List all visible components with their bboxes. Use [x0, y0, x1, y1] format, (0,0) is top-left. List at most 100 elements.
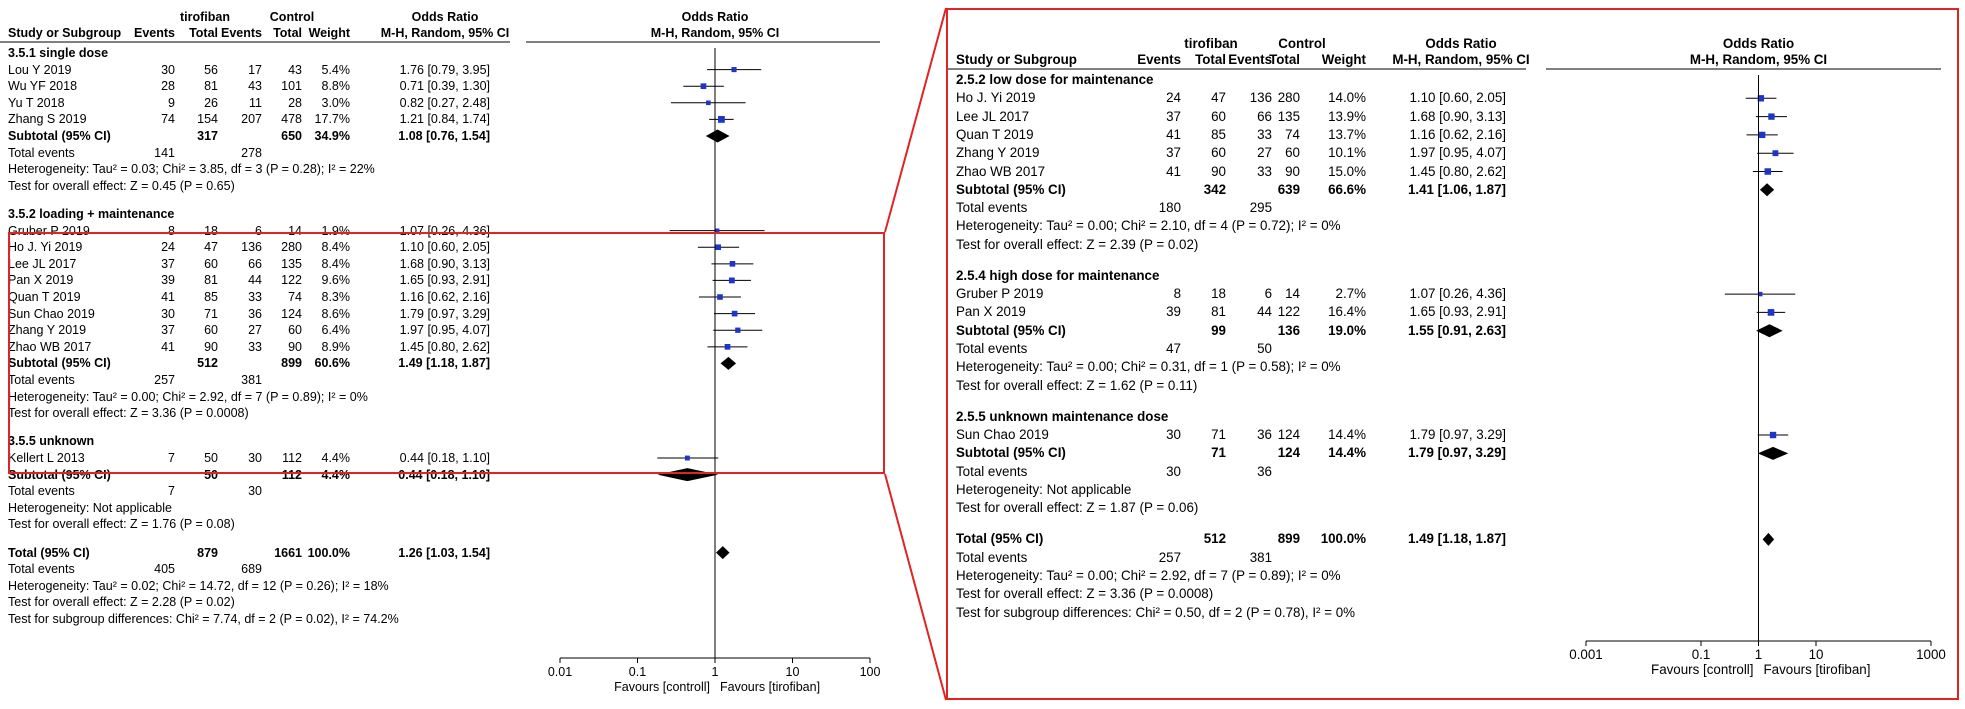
events-ctrl: 381: [241, 373, 262, 388]
weight-value: 9.6%: [321, 273, 351, 288]
events-ctrl: 50: [1257, 341, 1272, 356]
x-tick-label: 0.01: [547, 665, 573, 679]
events-exp: 30: [1166, 463, 1181, 479]
subgroup-heading: 3.5.5 unknown: [8, 434, 95, 449]
weight-value: 3.0%: [321, 95, 351, 110]
events-ctrl: 33: [248, 290, 262, 305]
events-exp: 41: [1166, 163, 1181, 179]
summary-note: Test for overall effect: Z = 3.36 (P = 0…: [8, 406, 249, 421]
events-ctrl: 44: [248, 273, 262, 288]
subgroup-heading: 2.5.5 unknown maintenance dose: [956, 408, 1169, 424]
point-estimate-square: [700, 83, 707, 90]
subgroup-heading: 2.5.2 low dose for maintenance: [956, 72, 1154, 87]
events-exp: 9: [168, 95, 175, 110]
summary-note: Heterogeneity: Not applicable: [8, 500, 172, 515]
events-ctrl: 11: [249, 95, 262, 110]
weight-value: 100.0%: [307, 545, 350, 560]
summary-note: Test for overall effect: Z = 1.87 (P = 0…: [956, 500, 1199, 516]
events-ctrl: 36: [1257, 463, 1272, 479]
events-ctrl: 44: [1257, 304, 1272, 320]
total-ctrl: 899: [281, 356, 302, 371]
total-ctrl: 639: [1277, 181, 1300, 197]
or-ci-value: 1.97 [0.95, 4.07]: [399, 323, 490, 338]
weight-value: 10.1%: [1328, 145, 1366, 161]
weight-value: 14.0%: [1328, 90, 1366, 106]
events-ctrl: 66: [248, 256, 262, 271]
total-ctrl: 60: [1285, 145, 1300, 161]
or-ci-value: 0.82 [0.27, 2.48]: [399, 95, 490, 110]
total-exp: 18: [1211, 286, 1226, 302]
events-exp: 37: [1166, 108, 1181, 124]
events-exp: 24: [161, 240, 175, 255]
or-ci-value: 1.55 [0.91, 2.63]: [1407, 322, 1506, 338]
events-ctrl: 17: [248, 62, 262, 77]
weight-value: 8.9%: [321, 339, 351, 354]
or-ci-value: 0.44 [0.18, 1.10]: [398, 467, 490, 482]
highlight-box: [946, 8, 1959, 700]
events-exp: 41: [161, 339, 175, 354]
summary-diamond: [720, 356, 737, 370]
study-row-name: Zhang S 2019: [8, 112, 87, 127]
events-ctrl: 33: [248, 339, 262, 354]
events-exp: 30: [161, 306, 175, 321]
or-ci-value: 0.71 [0.39, 1.30]: [399, 79, 490, 94]
total-ctrl: 60: [288, 323, 302, 338]
favours-left-label: Favours [controll]: [614, 680, 710, 694]
header-total-exp: Total: [1195, 52, 1226, 67]
x-tick-label: 0.1: [1691, 647, 1711, 662]
point-estimate-square: [1768, 113, 1775, 120]
study-row-name: Pan X 2019: [8, 273, 74, 288]
total-exp: 60: [204, 256, 218, 271]
header-or-method: M-H, Random, 95% CI: [1392, 52, 1530, 67]
or-ci-value: 1.08 [0.76, 1.54]: [398, 129, 490, 143]
point-estimate-square: [718, 116, 725, 123]
forest-svg: [946, 68, 1941, 646]
study-row-name: Kellert L 2013: [8, 451, 85, 466]
events-ctrl: 33: [1257, 163, 1272, 179]
study-row-name: Ho J. Yi 2019: [8, 240, 83, 255]
events-ctrl: 207: [241, 112, 262, 127]
total-exp: 81: [204, 273, 218, 288]
x-tick-label: 1: [1754, 647, 1763, 662]
summary-note: Test for overall effect: Z = 2.39 (P = 0…: [956, 236, 1199, 252]
events-ctrl: 36: [248, 306, 262, 321]
header-events-ctrl: Events: [221, 26, 262, 40]
header-total-ctrl: Total: [273, 26, 302, 40]
total-ctrl: 650: [281, 129, 302, 143]
header-plot-method: M-H, Random, 95% CI: [1689, 52, 1828, 67]
header-or-group: Odds Ratio: [411, 10, 479, 24]
events-ctrl: 136: [1249, 90, 1272, 106]
study-row-name: Wu YF 2018: [8, 79, 78, 94]
or-ci-value: 1.10 [0.60, 2.05]: [1409, 90, 1506, 106]
total-exp: 512: [197, 356, 218, 371]
total-ctrl: 124: [281, 306, 302, 321]
or-ci-value: 0.44 [0.18, 1.10]: [399, 451, 490, 466]
summary-diamond: [1762, 532, 1775, 546]
highlight-box: [8, 232, 885, 474]
weight-value: 60.6%: [314, 356, 350, 371]
weight-value: 14.4%: [1328, 427, 1366, 443]
total-ctrl: 899: [1277, 531, 1300, 547]
header-or-group: Odds Ratio: [1425, 36, 1497, 51]
favours-left-label: Favours [controll]: [1651, 662, 1754, 677]
point-estimate-square: [715, 244, 722, 251]
total-ctrl: 101: [281, 79, 302, 94]
summary-note: Heterogeneity: Tau² = 0.03; Chi² = 3.85,…: [8, 162, 375, 177]
total-exp: 317: [197, 129, 218, 143]
or-ci-value: 1.45 [0.80, 2.62]: [1409, 163, 1506, 179]
point-estimate-square: [1757, 95, 1765, 102]
or-ci-value: 1.07 [0.26, 4.36]: [399, 223, 490, 238]
summary-note: Test for overall effect: Z = 2.28 (P = 0…: [8, 595, 235, 610]
subtotal-row-name: Subtotal (95% CI): [8, 467, 111, 482]
weight-value: 2.7%: [1335, 286, 1366, 302]
weight-value: 13.7%: [1328, 126, 1366, 142]
events-ctrl: 295: [1249, 200, 1272, 216]
or-ci-value: 1.97 [0.95, 4.07]: [1409, 145, 1506, 161]
total-ctrl: 280: [1277, 90, 1300, 106]
weight-value: 14.4%: [1328, 445, 1366, 461]
events-exp: 37: [1166, 145, 1181, 161]
point-estimate-square: [728, 277, 735, 284]
summary-note: Test for overall effect: Z = 0.45 (P = 0…: [8, 178, 235, 193]
or-ci-value: 1.26 [1.03, 1.54]: [398, 545, 490, 560]
events-ctrl: 689: [241, 562, 262, 577]
